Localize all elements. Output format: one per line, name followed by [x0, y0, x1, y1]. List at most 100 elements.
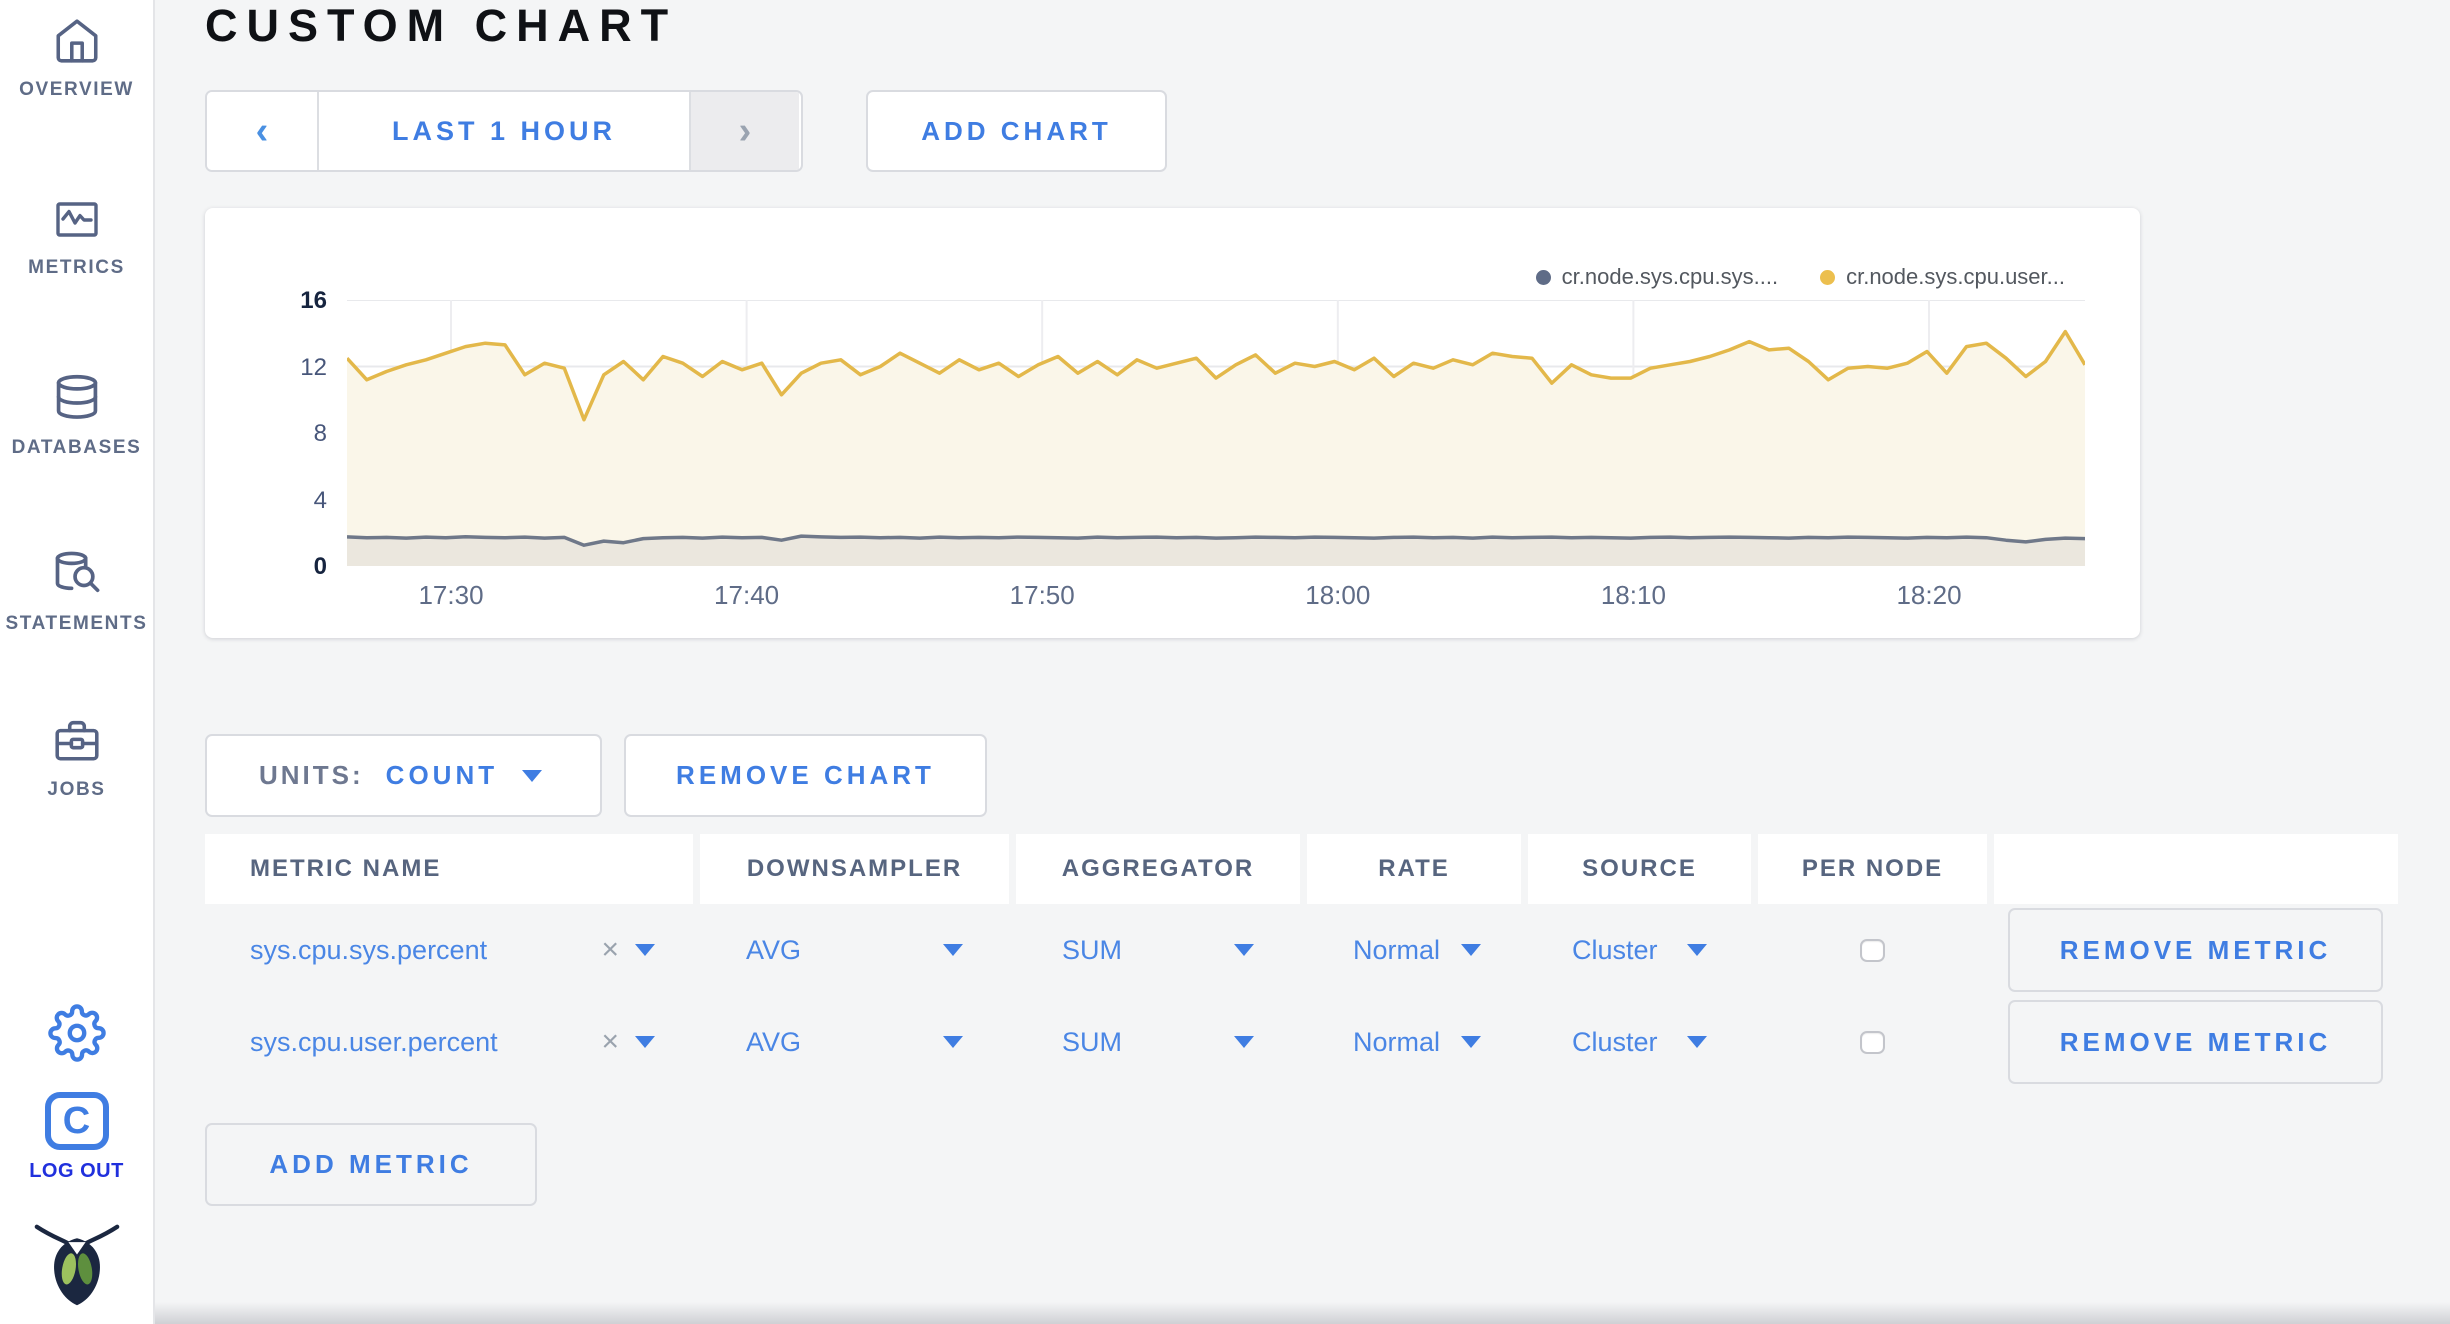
y-axis-tick-label: 4 — [313, 486, 327, 514]
units-dropdown[interactable]: UNITS: COUNT — [205, 734, 602, 817]
sidebar-item-label: OVERVIEW — [19, 79, 134, 100]
metric-name-cell: sys.cpu.sys.percent × — [205, 904, 693, 996]
caret-down-icon — [635, 944, 655, 956]
sidebar-item-label: STATEMENTS — [5, 613, 148, 634]
source-select[interactable]: Cluster — [1528, 935, 1751, 966]
scroll-shadow — [155, 1302, 2450, 1324]
settings-button[interactable] — [0, 1004, 153, 1062]
cockroach-bug-icon — [29, 1222, 125, 1310]
per-node-checkbox[interactable] — [1860, 1030, 1885, 1054]
caret-down-icon — [1234, 944, 1254, 956]
column-header-source: SOURCE — [1528, 834, 1751, 904]
toolbar: ‹ LAST 1 HOUR › ADD CHART — [205, 90, 1167, 172]
caret-down-icon — [1461, 944, 1481, 956]
metric-name-dropdown[interactable]: × — [601, 1027, 693, 1057]
caret-down-icon — [1461, 1036, 1481, 1048]
legend-dot-icon — [1535, 269, 1551, 285]
logout-label: LOG OUT — [29, 1160, 124, 1182]
jobs-icon — [51, 716, 103, 766]
database-icon — [51, 372, 103, 424]
x-axis-tick-label: 17:30 — [418, 580, 484, 610]
metrics-icon — [51, 196, 103, 244]
y-axis-tick-label: 16 — [300, 287, 327, 314]
legend-item-sys[interactable]: cr.node.sys.cpu.sys.... — [1535, 264, 1778, 290]
per-node-checkbox[interactable] — [1860, 938, 1885, 962]
source-select[interactable]: Cluster — [1528, 1027, 1751, 1058]
chart-card: cr.node.sys.cpu.sys.... cr.node.sys.cpu.… — [205, 208, 2140, 638]
metric-name-value: sys.cpu.user.percent — [250, 1026, 498, 1057]
caret-down-icon — [943, 944, 963, 956]
chevron-right-icon: › — [738, 110, 752, 152]
remove-metric-button[interactable]: REMOVE METRIC — [2008, 1000, 2383, 1084]
x-axis-labels: 17:30 17:40 17:50 18:00 18:10 18:20 — [347, 576, 2085, 612]
remove-chart-button[interactable]: REMOVE CHART — [624, 734, 987, 817]
sidebar-item-label: METRICS — [28, 257, 125, 278]
chevron-left-icon: ‹ — [255, 110, 269, 152]
metrics-table-header: METRIC NAME DOWNSAMPLER AGGREGATOR RATE … — [205, 834, 2398, 904]
time-range-prev-button[interactable]: ‹ — [207, 92, 319, 170]
statements-icon — [50, 548, 104, 600]
x-axis-tick-label: 18:20 — [1896, 580, 1962, 610]
metric-name-value: sys.cpu.sys.percent — [250, 934, 488, 965]
x-axis-tick-label: 17:50 — [1009, 580, 1075, 610]
column-header-downsampler: DOWNSAMPLER — [700, 834, 1009, 904]
clear-icon[interactable]: × — [601, 1025, 619, 1058]
caret-down-icon — [522, 769, 543, 782]
add-metric-button[interactable]: ADD METRIC — [205, 1123, 537, 1206]
legend-dot-icon — [1820, 269, 1836, 285]
time-range-next-button[interactable]: › — [689, 92, 799, 170]
logout-button[interactable]: C LOG OUT — [0, 1092, 153, 1183]
sidebar-item-label: JOBS — [47, 779, 106, 800]
page-title: CUSTOM CHART — [205, 0, 678, 51]
rate-select[interactable]: Normal — [1307, 1027, 1521, 1058]
y-axis-labels: 0 4 8 12 16 — [205, 287, 333, 580]
sidebar-item-jobs[interactable]: JOBS — [0, 716, 153, 801]
downsampler-select[interactable]: AVG — [700, 1027, 1009, 1058]
main-content: CUSTOM CHART ‹ LAST 1 HOUR › ADD CHART c… — [155, 0, 2450, 1324]
y-axis-tick-label: 8 — [313, 420, 327, 447]
legend-item-user[interactable]: cr.node.sys.cpu.user... — [1820, 264, 2065, 290]
metric-name-dropdown[interactable]: × — [601, 935, 693, 965]
home-icon — [51, 16, 103, 66]
column-header-per-node: PER NODE — [1758, 834, 1987, 904]
y-axis-tick-label: 12 — [300, 353, 327, 381]
sidebar-item-overview[interactable]: OVERVIEW — [0, 16, 153, 101]
line-chart-plot[interactable] — [345, 299, 2087, 566]
time-range-selector: ‹ LAST 1 HOUR › — [205, 90, 803, 172]
y-axis-tick-label: 0 — [313, 553, 327, 580]
column-header-rate: RATE — [1307, 834, 1521, 904]
aggregator-select[interactable]: SUM — [1016, 935, 1300, 966]
aggregator-select[interactable]: SUM — [1016, 1027, 1300, 1058]
rate-select[interactable]: Normal — [1307, 935, 1521, 966]
metrics-table: METRIC NAME DOWNSAMPLER AGGREGATOR RATE … — [205, 834, 2398, 1088]
caret-down-icon — [1687, 944, 1707, 956]
sidebar: OVERVIEW METRICS DATABASES — [0, 0, 155, 1324]
gear-icon — [47, 1004, 106, 1062]
add-chart-button[interactable]: ADD CHART — [866, 90, 1167, 172]
table-row: sys.cpu.sys.percent × AVG SUM Normal Clu… — [205, 904, 2398, 996]
column-header-actions — [1994, 834, 2398, 904]
caret-down-icon — [635, 1036, 655, 1048]
caret-down-icon — [1687, 1036, 1707, 1048]
x-axis-tick-label: 18:00 — [1305, 580, 1371, 610]
chart-legend: cr.node.sys.cpu.sys.... cr.node.sys.cpu.… — [1494, 264, 2065, 290]
chart-options-row: UNITS: COUNT REMOVE CHART — [205, 734, 987, 817]
metric-name-cell: sys.cpu.user.percent × — [205, 996, 693, 1088]
table-row: sys.cpu.user.percent × AVG SUM Normal Cl… — [205, 996, 2398, 1088]
caret-down-icon — [1234, 1036, 1254, 1048]
column-header-metric-name: METRIC NAME — [205, 834, 693, 904]
sidebar-item-databases[interactable]: DATABASES — [0, 372, 153, 459]
x-axis-tick-label: 18:10 — [1600, 580, 1666, 610]
cockroach-bug-logo — [0, 1222, 153, 1310]
remove-metric-button[interactable]: REMOVE METRIC — [2008, 908, 2383, 992]
sidebar-item-statements[interactable]: STATEMENTS — [0, 548, 153, 635]
time-range-dropdown[interactable]: LAST 1 HOUR — [391, 115, 616, 146]
clear-icon[interactable]: × — [601, 933, 619, 966]
sidebar-item-label: DATABASES — [11, 437, 142, 458]
caret-down-icon — [943, 1036, 963, 1048]
sidebar-item-metrics[interactable]: METRICS — [0, 196, 153, 279]
column-header-aggregator: AGGREGATOR — [1016, 834, 1300, 904]
x-axis-tick-label: 17:40 — [714, 580, 780, 610]
downsampler-select[interactable]: AVG — [700, 935, 1009, 966]
cockroach-c-logo-icon: C — [44, 1092, 109, 1150]
